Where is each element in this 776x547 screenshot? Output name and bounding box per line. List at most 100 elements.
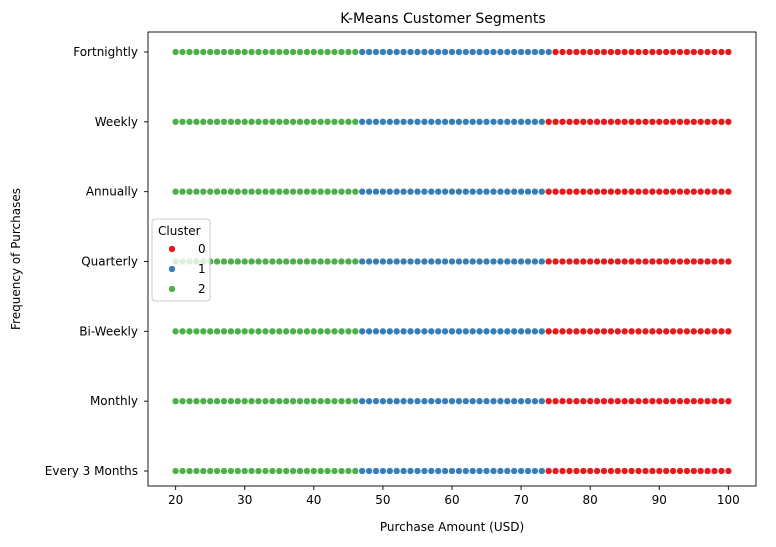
data-point bbox=[648, 397, 657, 405]
data-point bbox=[399, 188, 408, 196]
data-point bbox=[593, 118, 601, 126]
data-point bbox=[690, 188, 698, 196]
data-point bbox=[344, 118, 353, 126]
data-point bbox=[565, 257, 574, 266]
data-point bbox=[441, 397, 449, 405]
data-point bbox=[634, 397, 643, 405]
data-point bbox=[372, 327, 380, 335]
data-point bbox=[254, 327, 263, 335]
data-point bbox=[399, 327, 408, 335]
data-point bbox=[697, 327, 705, 335]
data-point bbox=[178, 188, 187, 196]
data-point bbox=[441, 118, 449, 126]
data-point bbox=[496, 188, 505, 196]
data-point bbox=[386, 397, 394, 405]
data-point bbox=[275, 327, 283, 335]
data-point bbox=[289, 397, 297, 405]
data-point bbox=[703, 257, 712, 266]
data-point bbox=[351, 257, 359, 266]
data-point bbox=[579, 257, 587, 266]
data-point bbox=[220, 188, 228, 196]
data-point bbox=[413, 327, 422, 335]
data-point bbox=[517, 257, 525, 266]
data-point bbox=[469, 48, 477, 56]
data-point bbox=[579, 118, 587, 126]
data-point bbox=[579, 397, 587, 405]
data-point bbox=[323, 397, 332, 405]
data-point bbox=[724, 118, 733, 126]
data-point bbox=[627, 467, 636, 475]
data-point bbox=[441, 467, 449, 475]
data-point bbox=[496, 327, 505, 335]
data-point bbox=[220, 118, 228, 126]
data-point bbox=[358, 397, 366, 405]
data-point bbox=[572, 327, 581, 335]
data-point bbox=[247, 327, 256, 335]
data-point bbox=[586, 118, 594, 126]
data-point bbox=[600, 188, 608, 196]
data-point bbox=[489, 48, 498, 56]
data-point bbox=[614, 397, 622, 405]
data-point bbox=[220, 48, 228, 56]
data-point bbox=[303, 48, 311, 56]
y-tick-label: Weekly bbox=[95, 115, 138, 129]
data-point bbox=[351, 397, 359, 405]
data-point bbox=[261, 467, 270, 475]
data-point bbox=[379, 48, 387, 56]
data-point bbox=[199, 48, 207, 56]
data-point bbox=[358, 467, 366, 475]
data-point bbox=[551, 188, 560, 196]
data-point bbox=[282, 257, 290, 266]
data-point bbox=[621, 118, 629, 126]
data-point bbox=[247, 188, 256, 196]
x-tick-label: 60 bbox=[444, 493, 459, 507]
data-point bbox=[413, 257, 422, 266]
data-point bbox=[455, 467, 463, 475]
data-point bbox=[655, 257, 663, 266]
data-point bbox=[185, 327, 194, 335]
data-point bbox=[213, 327, 221, 335]
data-point bbox=[393, 48, 401, 56]
data-point bbox=[206, 397, 214, 405]
data-point bbox=[317, 48, 325, 56]
data-point bbox=[669, 48, 677, 56]
y-axis: Every 3 Months Monthly Bi-Weekly Quarterly A… bbox=[45, 45, 148, 478]
data-point bbox=[171, 188, 180, 196]
data-point bbox=[213, 397, 221, 405]
data-point bbox=[558, 257, 567, 266]
data-point bbox=[261, 118, 270, 126]
data-point bbox=[199, 397, 207, 405]
legend-label: 2 bbox=[198, 282, 206, 296]
data-point bbox=[413, 188, 422, 196]
data-point bbox=[261, 327, 270, 335]
data-point bbox=[455, 257, 463, 266]
data-point bbox=[538, 118, 546, 126]
data-point bbox=[593, 257, 601, 266]
data-point bbox=[565, 118, 574, 126]
data-point bbox=[669, 118, 677, 126]
data-point bbox=[662, 327, 670, 335]
data-point bbox=[600, 118, 608, 126]
data-point bbox=[268, 257, 277, 266]
data-point bbox=[420, 188, 429, 196]
data-point bbox=[448, 48, 456, 56]
data-point bbox=[545, 327, 553, 335]
data-point bbox=[655, 397, 663, 405]
data-point bbox=[337, 397, 346, 405]
data-point bbox=[648, 467, 657, 475]
data-point bbox=[393, 257, 401, 266]
data-point bbox=[254, 48, 263, 56]
data-point bbox=[393, 118, 401, 126]
data-point bbox=[627, 397, 636, 405]
data-point bbox=[607, 327, 615, 335]
data-point bbox=[261, 188, 270, 196]
data-point bbox=[330, 397, 339, 405]
data-point bbox=[489, 118, 498, 126]
data-point bbox=[448, 118, 456, 126]
data-point bbox=[510, 48, 518, 56]
data-point bbox=[393, 327, 401, 335]
data-point bbox=[565, 48, 574, 56]
data-point bbox=[241, 397, 249, 405]
data-point bbox=[427, 257, 435, 266]
y-tick-label: Fortnightly bbox=[73, 45, 138, 59]
